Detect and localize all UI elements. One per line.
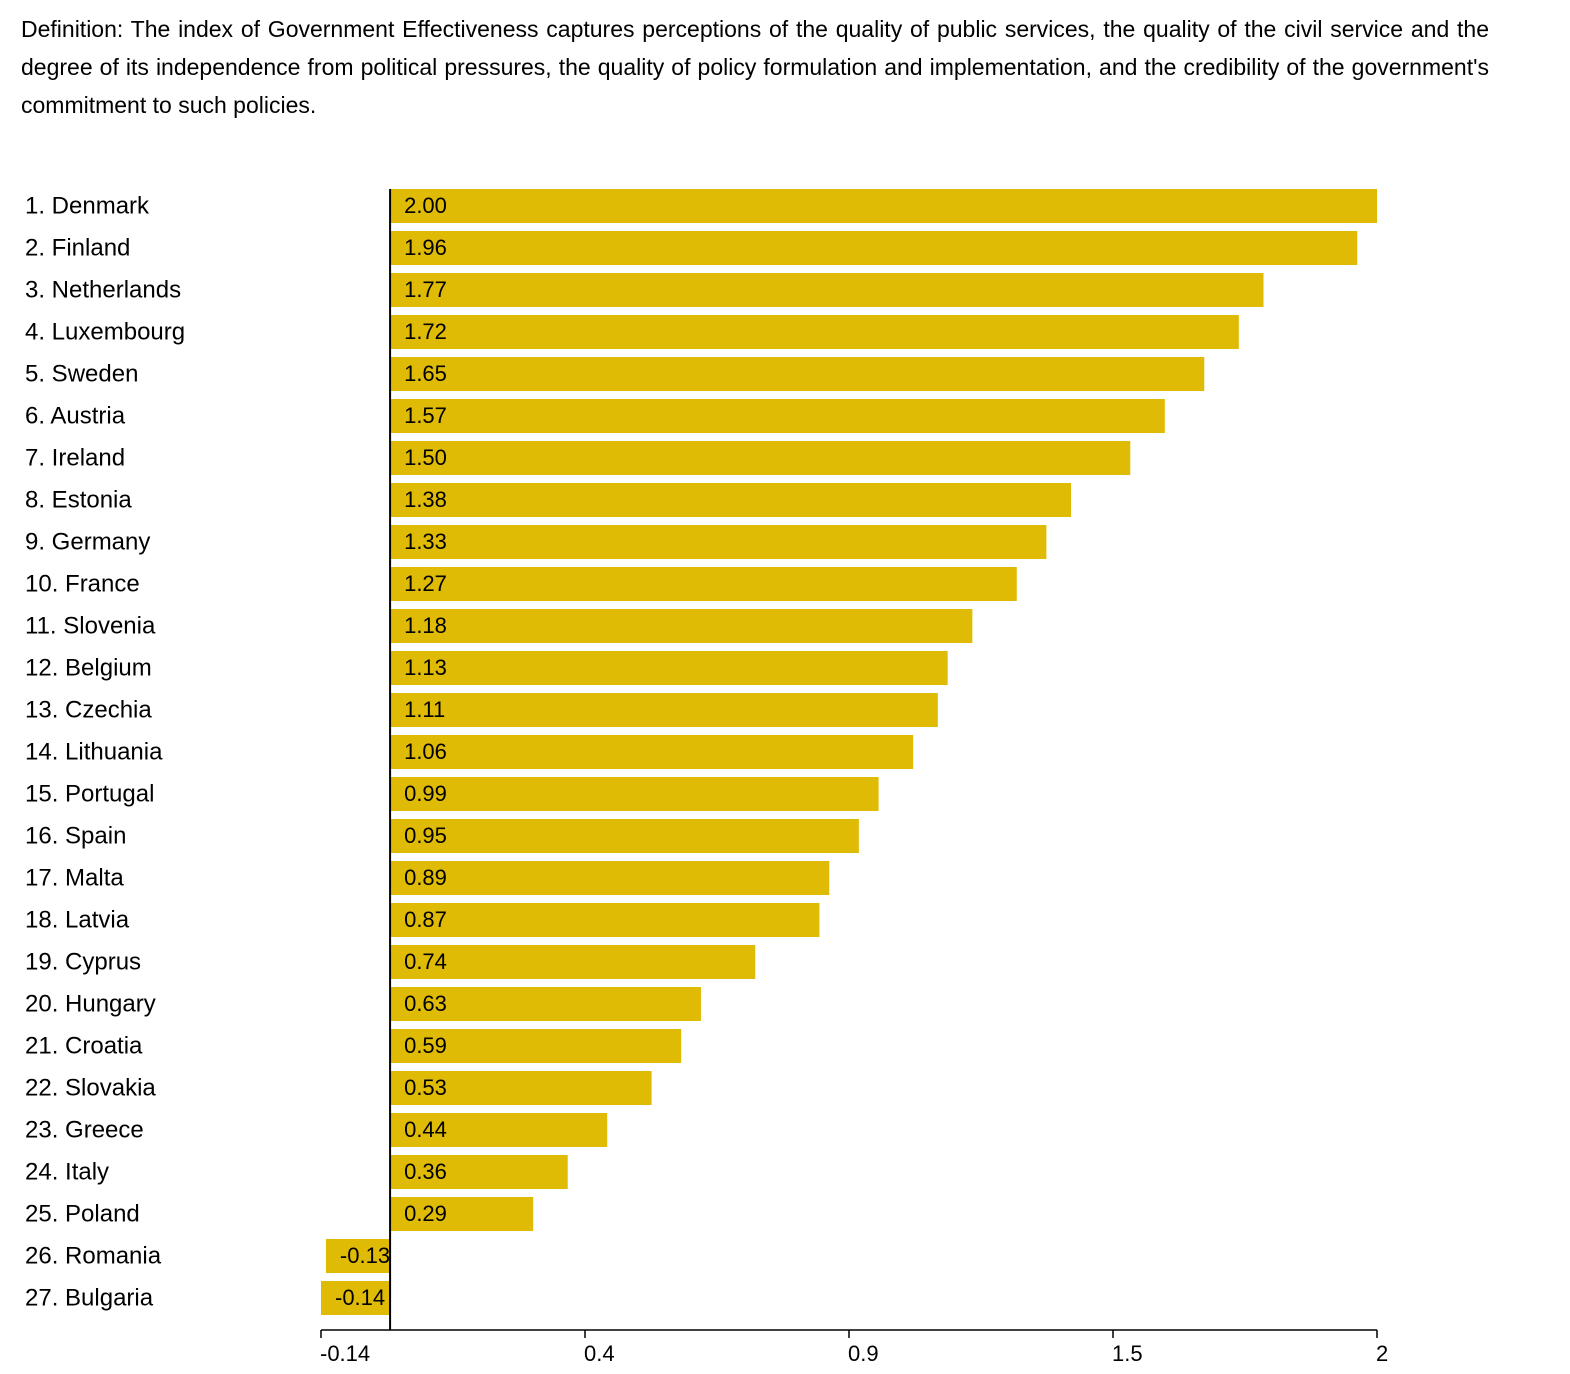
value-label: 0.89 [404, 865, 447, 890]
bar [390, 861, 830, 895]
bar [390, 987, 701, 1021]
value-label: 0.74 [404, 949, 447, 974]
category-label: 27. Bulgaria [25, 1284, 154, 1311]
value-label: 1.77 [404, 277, 447, 302]
category-label: 8. Estonia [25, 486, 132, 513]
category-label: 9. Germany [25, 528, 150, 555]
value-label: 1.72 [404, 319, 447, 344]
bar [390, 819, 859, 853]
bar [390, 273, 1264, 307]
value-label: -0.14 [335, 1285, 385, 1310]
bar [390, 945, 756, 979]
category-label: 22. Slovakia [25, 1074, 156, 1101]
bar [390, 735, 914, 769]
bar [390, 189, 1377, 223]
bar [390, 777, 879, 811]
bar [390, 231, 1358, 265]
value-label: 0.99 [404, 781, 447, 806]
value-label: 1.33 [404, 529, 447, 554]
bar [390, 903, 820, 937]
category-label: 3. Netherlands [25, 276, 181, 303]
category-label: 1. Denmark [25, 192, 150, 219]
value-label: 0.63 [404, 991, 447, 1016]
category-label: 4. Luxembourg [25, 318, 185, 345]
value-label: 1.96 [404, 235, 447, 260]
bar [390, 1113, 608, 1147]
category-label: 24. Italy [25, 1158, 109, 1185]
bar [390, 567, 1017, 601]
bar [390, 441, 1131, 475]
bar [390, 315, 1239, 349]
category-label: 7. Ireland [25, 444, 125, 471]
category-label: 19. Cyprus [25, 948, 141, 975]
category-label: 14. Lithuania [25, 738, 163, 765]
category-label: 23. Greece [25, 1116, 144, 1143]
x-tick-label: 0.9 [848, 1341, 879, 1366]
value-label: 0.95 [404, 823, 447, 848]
value-label: 0.53 [404, 1075, 447, 1100]
bar [390, 525, 1047, 559]
category-label: 20. Hungary [25, 990, 156, 1017]
value-label: 0.29 [404, 1201, 447, 1226]
category-label: 10. France [25, 570, 140, 597]
category-label: 17. Malta [25, 864, 124, 891]
value-label: 1.57 [404, 403, 447, 428]
value-label: 1.65 [404, 361, 447, 386]
x-tick-label: -0.14 [320, 1341, 370, 1366]
value-label: 0.59 [404, 1033, 447, 1058]
value-label: 1.11 [404, 697, 445, 722]
x-tick-label: 1.5 [1112, 1341, 1143, 1366]
category-label: 15. Portugal [25, 780, 154, 807]
bar [390, 483, 1072, 517]
value-label: 1.27 [404, 571, 447, 596]
category-label: 18. Latvia [25, 906, 130, 933]
category-label: 25. Poland [25, 1200, 140, 1227]
bar [321, 1281, 391, 1315]
bar [325, 1239, 391, 1273]
category-label: 11. Slovenia [25, 612, 156, 639]
value-label: 0.87 [404, 907, 447, 932]
value-label: 1.50 [404, 445, 447, 470]
x-tick-label: 2 [1376, 1341, 1388, 1366]
category-label: 26. Romania [25, 1242, 162, 1269]
bar [390, 609, 973, 643]
category-label: 12. Belgium [25, 654, 152, 681]
bar [390, 399, 1165, 433]
category-label: 16. Spain [25, 822, 126, 849]
category-label: 5. Sweden [25, 360, 138, 387]
bar [390, 1155, 568, 1189]
x-tick-label: 0.4 [584, 1341, 615, 1366]
bar [390, 357, 1205, 391]
category-label: 6. Austria [25, 402, 126, 429]
category-label: 21. Croatia [25, 1032, 143, 1059]
bar [390, 693, 938, 727]
definition: Definition: The index of Government Effe… [21, 16, 1489, 118]
category-label: 13. Czechia [25, 696, 152, 723]
value-label: 1.13 [404, 655, 447, 680]
bar [390, 1071, 652, 1105]
value-label: 0.36 [404, 1159, 447, 1184]
value-label: 0.44 [404, 1117, 447, 1142]
bar [390, 1029, 682, 1063]
bar [390, 1197, 534, 1231]
value-label: 1.18 [404, 613, 447, 638]
value-label: -0.13 [340, 1243, 390, 1268]
value-label: 2.00 [404, 193, 447, 218]
value-label: 1.06 [404, 739, 447, 764]
bar [390, 651, 948, 685]
value-label: 1.38 [404, 487, 447, 512]
category-label: 2. Finland [25, 234, 130, 261]
